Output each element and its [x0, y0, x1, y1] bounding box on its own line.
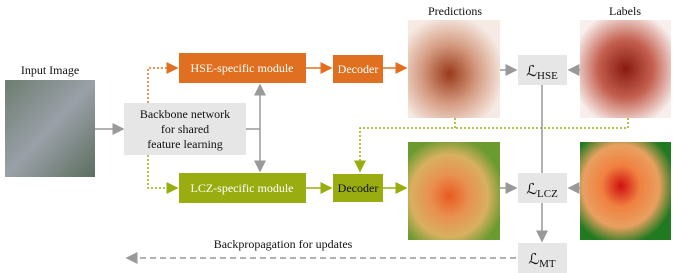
loss-subscript: LCZ	[537, 188, 558, 200]
loss-subscript: MT	[539, 258, 556, 270]
backbone-line: feature learning	[147, 137, 223, 151]
loss-subscript: HSE	[537, 70, 558, 82]
module-label: LCZ-specific module	[191, 181, 294, 195]
hse-label-image	[580, 20, 671, 118]
decoder-label: Decoder	[338, 181, 379, 195]
module-label: HSE-specific module	[191, 61, 294, 75]
diagram: Input Image Predictions Labels Backbone …	[0, 0, 673, 273]
decoder-label: Decoder	[338, 62, 379, 76]
lcz-label-image	[580, 142, 671, 240]
lcz-prediction-image	[408, 142, 500, 240]
input-image	[5, 80, 95, 177]
loss-symbol: ℒ	[526, 182, 537, 198]
backbone-line: for shared	[161, 122, 209, 136]
loss-symbol: ℒ	[526, 64, 537, 80]
backbone-line: Backbone network	[140, 107, 230, 121]
backprop-label: Backpropagation for updates	[214, 237, 353, 251]
column-label: Predictions	[428, 4, 482, 18]
connectors	[95, 68, 628, 258]
loss-symbol: ℒ	[528, 252, 539, 268]
input-label: Input Image	[21, 63, 79, 77]
hse-prediction-image	[408, 20, 500, 118]
column-label: Labels	[609, 4, 641, 18]
